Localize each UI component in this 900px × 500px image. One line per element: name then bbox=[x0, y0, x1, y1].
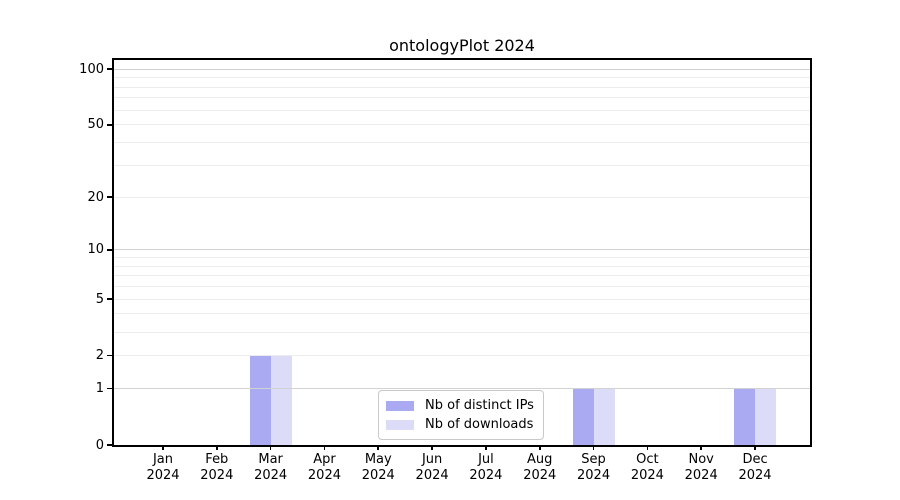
axis-spine-bottom bbox=[112, 445, 812, 447]
y-tick-label: 10 bbox=[87, 242, 104, 258]
y-tick-label: 5 bbox=[95, 291, 104, 307]
legend: Nb of distinct IPs Nb of downloads bbox=[378, 390, 544, 440]
axis-spine-right bbox=[810, 58, 812, 447]
y-tick-label: 100 bbox=[79, 61, 104, 77]
x-tick-label: Sep 2024 bbox=[577, 452, 611, 483]
y-tick-mark bbox=[107, 196, 114, 198]
x-tick-mark bbox=[323, 445, 326, 450]
x-tick-mark bbox=[646, 445, 649, 450]
x-tick-mark bbox=[700, 445, 702, 450]
bar-nb-of-downloads bbox=[270, 355, 292, 445]
x-tick-mark bbox=[162, 445, 164, 450]
y-tick-mark bbox=[107, 298, 114, 300]
y-tick-mark bbox=[107, 68, 114, 70]
y-tick-mark bbox=[107, 354, 114, 357]
y-gridline-minor bbox=[114, 97, 810, 99]
y-gridline-minor bbox=[114, 275, 810, 277]
x-tick-label: Jul 2024 bbox=[469, 452, 503, 483]
axis-spine-top bbox=[112, 58, 812, 61]
y-gridline-major bbox=[114, 249, 810, 251]
chart-title: ontologyPlot 2024 bbox=[389, 36, 535, 55]
x-tick-mark bbox=[377, 445, 380, 450]
x-tick-label: Oct 2024 bbox=[630, 452, 664, 483]
y-tick-label: 20 bbox=[87, 189, 104, 205]
x-tick-label: Apr 2024 bbox=[307, 452, 341, 483]
legend-label: Nb of downloads bbox=[425, 417, 534, 432]
x-tick-mark bbox=[592, 445, 595, 450]
y-gridline-major bbox=[114, 68, 810, 70]
x-tick-label: Feb 2024 bbox=[200, 452, 234, 483]
x-tick-mark bbox=[431, 445, 433, 450]
y-gridline-minor bbox=[114, 86, 810, 88]
y-gridline-major bbox=[114, 388, 810, 390]
y-tick-label: 0 bbox=[95, 437, 104, 453]
y-tick-mark bbox=[107, 444, 114, 446]
y-gridline-minor bbox=[114, 265, 810, 267]
x-tick-label: Nov 2024 bbox=[684, 452, 718, 483]
legend-swatch-icon bbox=[386, 400, 414, 411]
y-gridline-minor bbox=[114, 164, 810, 166]
y-gridline-minor bbox=[114, 313, 810, 315]
x-tick-label: Jun 2024 bbox=[415, 452, 449, 483]
x-tick-label: Mar 2024 bbox=[254, 452, 288, 483]
y-gridline-minor bbox=[114, 142, 810, 144]
plot-area bbox=[114, 60, 810, 445]
x-tick-label: Aug 2024 bbox=[523, 452, 557, 483]
y-gridline-minor bbox=[114, 286, 810, 288]
x-tick-mark bbox=[269, 445, 272, 450]
y-gridline-minor bbox=[114, 124, 810, 126]
x-tick-label: May 2024 bbox=[361, 452, 395, 483]
x-tick-label: Jan 2024 bbox=[146, 452, 180, 483]
y-tick-mark bbox=[107, 123, 114, 126]
x-tick-mark bbox=[754, 445, 756, 450]
bar-nb-of-downloads bbox=[593, 388, 615, 445]
bar-nb-of-distinct-ips bbox=[734, 388, 756, 445]
y-tick-label: 50 bbox=[87, 117, 104, 133]
y-tick-label: 1 bbox=[95, 381, 104, 397]
y-tick-mark bbox=[107, 248, 114, 251]
x-tick-mark bbox=[216, 445, 218, 450]
bar-nb-of-distinct-ips bbox=[249, 355, 271, 445]
y-tick-mark bbox=[107, 387, 114, 390]
y-gridline-minor bbox=[114, 77, 810, 79]
bar-nb-of-distinct-ips bbox=[572, 388, 594, 445]
x-tick-label: Dec 2024 bbox=[738, 452, 772, 483]
y-gridline-minor bbox=[114, 256, 810, 258]
y-tick-label: 2 bbox=[95, 348, 104, 364]
x-tick-mark bbox=[538, 445, 541, 450]
bar-nb-of-downloads bbox=[755, 388, 777, 445]
y-gridline-minor bbox=[114, 298, 810, 300]
legend-label: Nb of distinct IPs bbox=[425, 398, 534, 413]
legend-swatch-icon bbox=[386, 419, 414, 430]
legend-row: Nb of distinct IPs bbox=[386, 396, 534, 415]
legend-row: Nb of downloads bbox=[386, 415, 534, 434]
y-gridline-minor bbox=[114, 331, 810, 333]
y-gridline-minor bbox=[114, 109, 810, 111]
x-tick-mark bbox=[485, 445, 487, 450]
axis-spine-left bbox=[112, 58, 114, 447]
y-gridline-minor bbox=[114, 196, 810, 198]
y-gridline-minor bbox=[114, 355, 810, 357]
